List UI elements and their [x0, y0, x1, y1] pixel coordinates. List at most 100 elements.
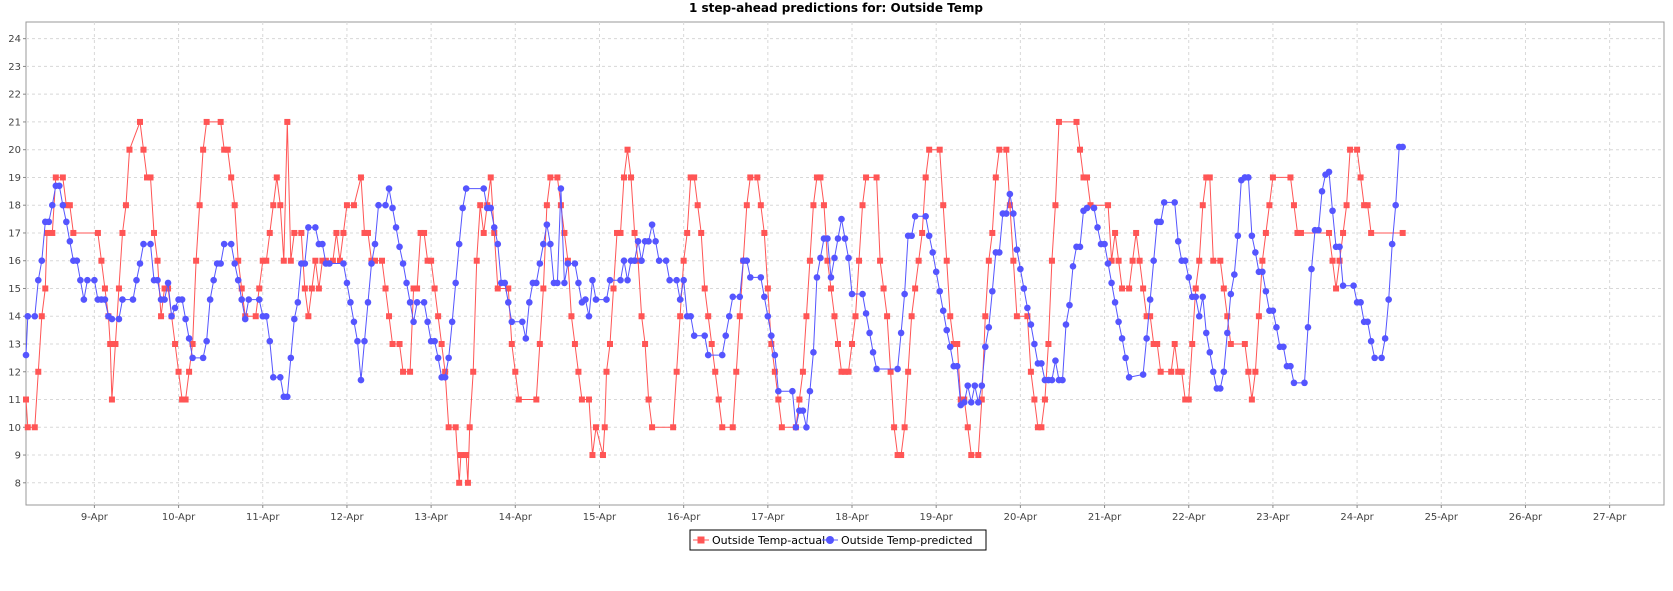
predicted-point: [1287, 362, 1294, 370]
predicted-point: [575, 279, 582, 287]
y-tick-label: 17: [8, 228, 21, 239]
predicted-point: [806, 387, 814, 395]
actual-point: [554, 174, 561, 181]
actual-point: [599, 452, 606, 459]
predicted-point: [1146, 296, 1154, 303]
predicted-point: [533, 279, 540, 287]
x-tick-label: 10-Apr: [162, 512, 196, 523]
actual-point: [1361, 202, 1368, 209]
actual-point: [1052, 202, 1059, 209]
actual-point: [1073, 118, 1080, 125]
actual-point: [1266, 202, 1273, 209]
predicted-point: [725, 312, 733, 320]
predicted-point: [319, 240, 326, 248]
actual-point: [494, 285, 501, 292]
actual-point: [464, 479, 471, 486]
actual-point: [1084, 174, 1091, 181]
predicted-point: [431, 337, 438, 345]
actual-point: [645, 396, 652, 403]
actual-point: [614, 229, 621, 236]
actual-point: [621, 174, 628, 181]
actual-point: [1034, 424, 1041, 431]
predicted-point: [989, 287, 996, 295]
actual-point: [628, 174, 635, 181]
actual-point: [421, 229, 428, 236]
actual-point: [172, 341, 179, 347]
predicted-point: [424, 318, 431, 326]
actual-point: [1206, 174, 1213, 181]
actual-point: [834, 341, 841, 347]
predicted-point: [894, 365, 901, 373]
predicted-point: [1325, 168, 1333, 176]
predicted-point: [845, 254, 852, 262]
actual-point: [1343, 202, 1350, 209]
actual-point: [386, 313, 393, 320]
actual-point: [1178, 368, 1185, 375]
x-tick-label: 12-Apr: [330, 512, 364, 523]
actual-point: [831, 313, 838, 320]
predicted-point: [571, 260, 579, 267]
actual-point: [203, 118, 210, 125]
predicted-point: [932, 268, 940, 276]
predicted-point: [817, 254, 824, 262]
actual-point: [1129, 257, 1136, 264]
predicted-point: [603, 296, 610, 303]
predicted-point: [1220, 368, 1228, 376]
predicted-point: [312, 224, 319, 231]
actual-point: [1347, 146, 1354, 153]
actual-point: [1024, 313, 1031, 320]
predicted-point: [494, 240, 502, 248]
actual-point: [122, 202, 129, 209]
actual-point: [838, 368, 845, 375]
actual-point: [315, 285, 322, 292]
legend-item-actual: Outside Temp-actual: [693, 534, 825, 547]
actual-point: [810, 202, 817, 209]
actual-point: [578, 396, 585, 403]
actual-point: [919, 229, 926, 236]
predicted-point: [1076, 243, 1084, 251]
predicted-point: [606, 276, 614, 284]
predicted-point: [848, 290, 856, 298]
x-tick-label: 25-Apr: [1425, 512, 1459, 523]
predicted-point: [1252, 249, 1259, 256]
actual-point: [533, 396, 540, 403]
actual-point: [905, 368, 912, 375]
predicted-point: [22, 351, 30, 359]
predicted-point: [582, 296, 589, 303]
predicted-point: [1392, 201, 1399, 209]
actual-point: [59, 174, 66, 181]
actual-point: [536, 341, 543, 347]
predicted-point: [462, 185, 470, 192]
actual-point: [115, 285, 122, 292]
actual-point: [508, 341, 515, 347]
predicted-point: [519, 318, 526, 326]
actual-point: [950, 341, 957, 347]
predicted-point: [911, 213, 919, 220]
predicted-point: [392, 224, 400, 231]
actual-point: [1150, 341, 1157, 347]
predicted-point: [589, 276, 596, 284]
actual-point: [589, 452, 596, 459]
predicted-point: [652, 237, 659, 245]
actual-point: [824, 257, 831, 264]
predicted-point: [276, 374, 284, 381]
actual-point: [438, 341, 445, 347]
y-tick-label: 20: [8, 145, 21, 156]
predicted-point: [1227, 290, 1235, 298]
predicted-point: [1185, 274, 1193, 281]
actual-point: [1252, 368, 1259, 375]
predicted-point: [350, 318, 358, 326]
actual-point: [1245, 368, 1252, 375]
predicted-point: [171, 304, 179, 312]
actual-point: [985, 257, 992, 264]
actual-point: [1199, 202, 1206, 209]
predicted-point: [810, 349, 817, 356]
predicted-point: [862, 310, 870, 317]
actual-point: [357, 174, 364, 181]
predicted-point: [631, 257, 638, 265]
actual-point: [470, 368, 477, 375]
actual-point: [108, 396, 115, 403]
actual-point: [729, 424, 736, 431]
predicted-point: [536, 260, 544, 267]
predicted-point: [680, 276, 687, 284]
